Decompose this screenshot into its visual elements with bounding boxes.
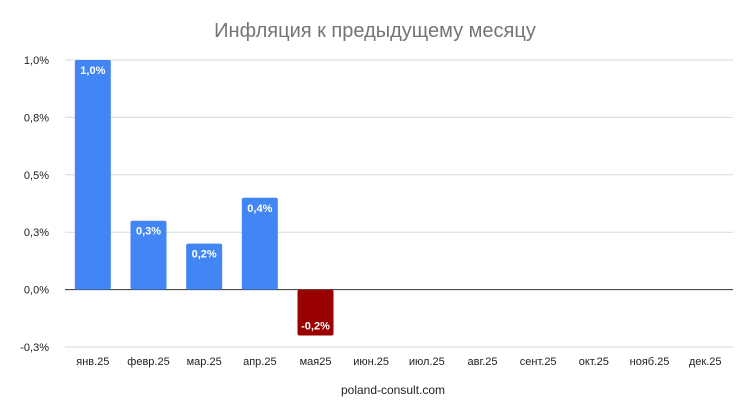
x-tick-label: апр.25 [243, 356, 276, 368]
bar [186, 243, 223, 290]
x-axis-ticks: янв.25 февр.25 мар.25 апр.25 мая25 июн.25 июл.… [76, 356, 721, 368]
data-label: 0,2% [192, 249, 217, 261]
y-tick-label: 0,5% [24, 170, 49, 182]
y-tick-label: 0,0% [24, 285, 49, 297]
gridlines [65, 59, 733, 348]
x-tick-label: июн.25 [353, 356, 389, 368]
x-tick-label: февр.25 [127, 356, 169, 368]
bar [74, 60, 111, 290]
y-tick-label: -0,3% [20, 342, 49, 354]
x-tick-label: сент.25 [520, 356, 557, 368]
bar [241, 197, 278, 290]
x-tick-label: окт.25 [579, 356, 609, 368]
chart-title: Инфляция к предыдущему месяцу [214, 20, 536, 42]
data-labels: 1,0% 0,3% 0,2% 0,4% -0,2% [80, 65, 330, 333]
y-tick-label: 1,0% [24, 55, 49, 67]
x-tick-label: нояб.25 [630, 356, 670, 368]
x-tick-label: янв.25 [76, 356, 109, 368]
y-tick-label: 0,3% [24, 227, 49, 239]
x-tick-label: дек.25 [689, 356, 722, 368]
data-label: 0,3% [136, 226, 161, 238]
x-tick-label: июл.25 [409, 356, 445, 368]
data-label: -0,2% [301, 321, 330, 333]
x-tick-label: мар.25 [187, 356, 222, 368]
data-label: 0,4% [247, 203, 272, 215]
bars [74, 60, 334, 336]
x-tick-label: мая25 [300, 356, 332, 368]
y-axis-ticks: 1,0% 0,8% 0,5% 0,3% 0,0% -0,3% [20, 55, 49, 354]
data-label: 1,0% [80, 65, 105, 77]
bar [130, 220, 167, 290]
x-tick-label: авг.25 [468, 356, 498, 368]
x-axis-label: poland-consult.com [341, 383, 445, 397]
y-tick-label: 0,8% [24, 112, 49, 124]
bar [297, 289, 334, 336]
